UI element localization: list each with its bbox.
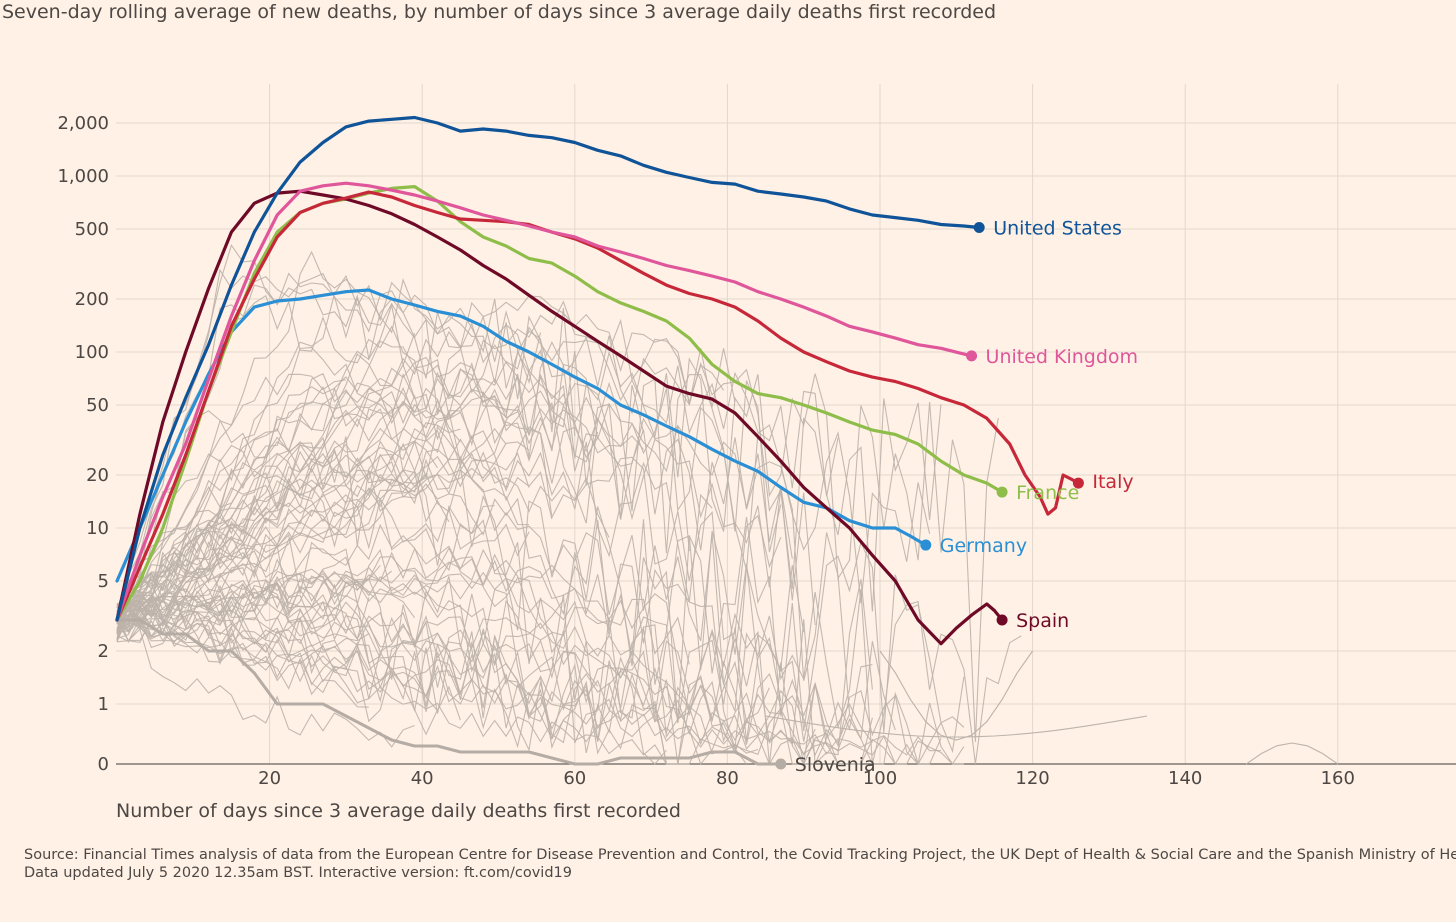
y-tick-label: 500	[75, 219, 109, 240]
series-label-spain: Spain	[1016, 610, 1069, 632]
source-note: Source: Financial Times analysis of data…	[24, 846, 1456, 882]
series-label-france: France	[1016, 482, 1079, 504]
other-country-line	[116, 523, 530, 642]
other-country-line	[116, 588, 667, 765]
series-end-dot-united-states	[973, 221, 985, 233]
other-country-line	[116, 610, 461, 721]
y-tick-label: 200	[75, 289, 109, 310]
other-country-line	[116, 346, 851, 714]
series-labels: Slovenia Germany France Spain Italy United Ki…	[775, 217, 1138, 776]
x-tick-label: 120	[1015, 768, 1049, 789]
series-label-germany: Germany	[940, 535, 1027, 557]
other-country-line	[116, 581, 770, 754]
other-countries-lines	[116, 243, 1339, 766]
other-country-line	[116, 326, 839, 642]
x-tick-label: 160	[1321, 768, 1355, 789]
y-tick-label: 50	[86, 395, 109, 416]
other-country-line	[116, 250, 576, 625]
series-end-dot-spain	[996, 614, 1008, 626]
other-country-line	[116, 369, 644, 629]
line-chart: 0 1 2 5 10 20 50 100 200 500 1,000 2,000 20 40 60 80 100…	[57, 84, 1456, 822]
other-country-line	[879, 650, 1034, 741]
series-line-united-states	[115, 115, 981, 622]
other-country-line	[116, 455, 530, 618]
other-country-line	[116, 559, 690, 665]
other-country-line	[116, 388, 690, 615]
series-label-slovenia: Slovenia	[795, 754, 876, 776]
other-country-line	[765, 715, 1148, 738]
y-tick-label: 0	[98, 754, 109, 775]
other-country-line	[116, 356, 931, 641]
other-country-line	[116, 620, 415, 748]
y-tick-label: 2	[98, 641, 109, 662]
other-country-line	[116, 617, 965, 765]
other-country-line	[116, 567, 370, 640]
y-tick-label: 1	[98, 694, 109, 715]
y-tick-label: 20	[86, 465, 109, 486]
x-tick-label: 60	[563, 768, 586, 789]
series-label-united-kingdom: United Kingdom	[986, 346, 1139, 368]
other-country-line	[116, 594, 873, 766]
y-tick-label: 100	[75, 342, 109, 363]
other-country-line	[116, 300, 736, 629]
other-country-line	[116, 340, 598, 619]
y-tick-label: 2,000	[57, 113, 109, 134]
other-country-line	[116, 386, 713, 620]
chart-subtitle: Seven-day rolling average of new deaths,…	[2, 1, 997, 23]
other-country-line	[116, 617, 942, 756]
axes: 0 1 2 5 10 20 50 100 200 500 1,000 2,000 20 40 60 80 100…	[57, 113, 1456, 789]
other-country-line	[116, 386, 782, 641]
x-tick-label: 40	[411, 768, 434, 789]
x-tick-label: 140	[1168, 768, 1202, 789]
x-tick-label: 20	[258, 768, 281, 789]
highlighted-series-lines	[115, 115, 1081, 766]
series-line-slovenia	[115, 618, 783, 766]
x-tick-label: 80	[716, 768, 739, 789]
other-country-line	[116, 452, 553, 624]
series-line-united-kingdom	[115, 181, 974, 622]
x-axis-label: Number of days since 3 average daily dea…	[116, 800, 681, 822]
y-tick-label: 10	[86, 518, 109, 539]
other-country-line	[116, 274, 942, 614]
series-line-italy	[115, 190, 1081, 622]
other-country-line	[1245, 742, 1339, 765]
other-country-line	[116, 564, 747, 765]
other-country-line	[116, 523, 896, 766]
other-country-line	[116, 294, 542, 628]
other-country-line	[116, 621, 369, 708]
other-country-line	[116, 557, 610, 636]
other-country-line	[116, 523, 564, 630]
source-line-1: Source: Financial Times analysis of data…	[24, 847, 1456, 863]
other-country-line	[116, 428, 450, 615]
series-end-dot-united-kingdom	[966, 350, 978, 362]
other-country-line	[116, 604, 599, 687]
series-end-dot-germany	[920, 539, 932, 551]
series-end-dot-italy	[1072, 477, 1084, 489]
y-tick-label: 5	[98, 571, 109, 592]
series-label-united-states: United States	[993, 217, 1122, 239]
series-end-dot-france	[996, 486, 1008, 498]
series-line-germany	[115, 288, 928, 583]
series-end-dot-slovenia	[775, 758, 787, 770]
other-country-line	[116, 553, 873, 742]
y-tick-label: 1,000	[57, 166, 109, 187]
other-country-line	[116, 373, 507, 640]
other-country-line	[116, 444, 873, 766]
series-line-spain	[115, 189, 1004, 646]
other-country-line	[116, 294, 645, 608]
other-country-line	[116, 441, 530, 624]
source-line-2: Data updated July 5 2020 12.35am BST. In…	[24, 865, 572, 881]
other-country-line	[116, 452, 805, 712]
other-country-line	[116, 268, 999, 742]
series-line-france	[115, 185, 1004, 622]
other-country-line	[116, 443, 495, 634]
x-tick-label: 100	[863, 768, 897, 789]
other-country-line	[116, 606, 873, 765]
series-label-italy: Italy	[1092, 471, 1133, 493]
other-country-line	[116, 243, 416, 625]
